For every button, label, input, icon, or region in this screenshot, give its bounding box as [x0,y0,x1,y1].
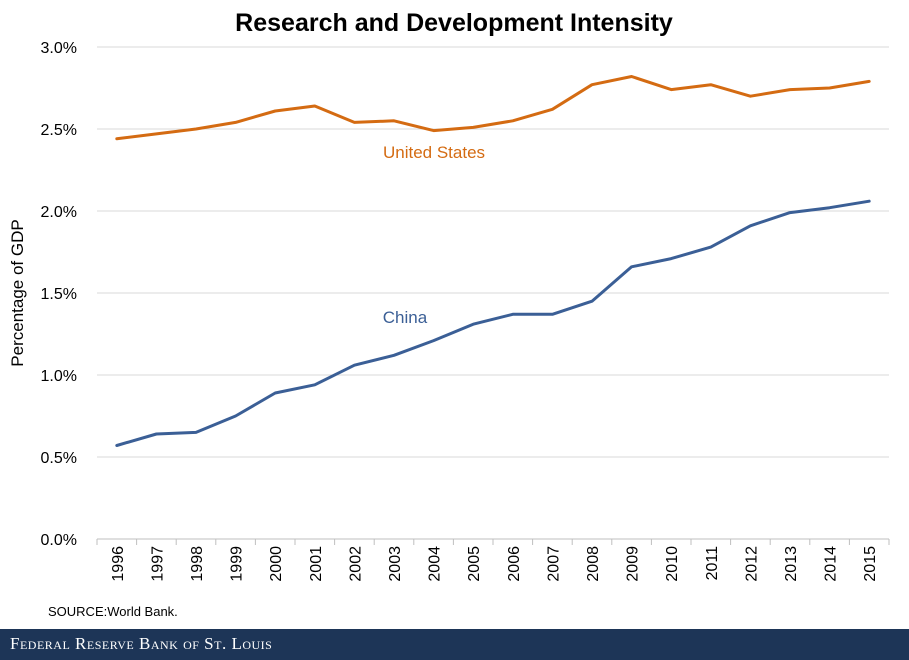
x-axis-ticks: 1996 1997 1998 1999 2000 2001 2002 2003 2004 2005… [96,539,890,582]
line-chart: Research and Development Intensity 0.0%0… [8,9,890,582]
y-axis-label: Percentage of GDP [8,219,27,366]
y-tick-label: 2.5% [41,122,77,139]
series-line-china [115,199,871,447]
footer-brand: Federal Reserve Bank of St. Louis [10,634,273,653]
footer-bar: Federal Reserve Bank of St. Louis [0,629,909,660]
x-tick-label: 2006 [506,546,523,582]
x-tick-label: 2005 [466,546,483,582]
x-tick-label: 2008 [585,546,602,582]
x-tick-label: 1999 [229,546,246,582]
x-tick-label: 2011 [704,546,721,581]
y-tick-label: 1.5% [41,286,77,303]
y-tick-label: 3.0% [41,40,77,57]
series-lines [115,75,871,447]
series-line-united-states [115,75,871,141]
y-tick-label: 1.0% [41,368,77,385]
x-tick-label: 2010 [664,546,681,582]
y-tick-label: 2.0% [41,204,77,221]
y-tick-label: 0.0% [41,532,77,549]
x-tick-label: 2001 [308,546,325,582]
x-tick-label: 2002 [347,546,364,582]
x-tick-label: 2015 [862,546,879,582]
x-tick-label: 2004 [427,546,444,582]
x-tick-label: 2007 [545,546,562,582]
x-tick-label: 2014 [823,546,840,582]
x-tick-label: 1996 [110,546,127,582]
source-note: SOURCE:World Bank. [48,604,178,619]
x-tick-label: 1998 [189,546,206,582]
y-axis-ticks: 0.0% 0.5% 1.0% 1.5% 2.0% 2.5% 3.0% [41,40,77,549]
y-tick-label: 0.5% [41,450,77,467]
x-tick-label: 2013 [783,546,800,582]
x-tick-label: 1997 [149,546,166,582]
x-tick-label: 2012 [743,546,760,582]
x-tick-label: 2003 [387,546,404,582]
chart-title: Research and Development Intensity [235,9,673,37]
x-tick-label: 2000 [268,546,285,582]
series-label-china: China [383,308,428,327]
x-tick-label: 2009 [625,546,642,582]
gridlines [97,46,889,458]
series-label-united-states: United States [383,143,485,162]
